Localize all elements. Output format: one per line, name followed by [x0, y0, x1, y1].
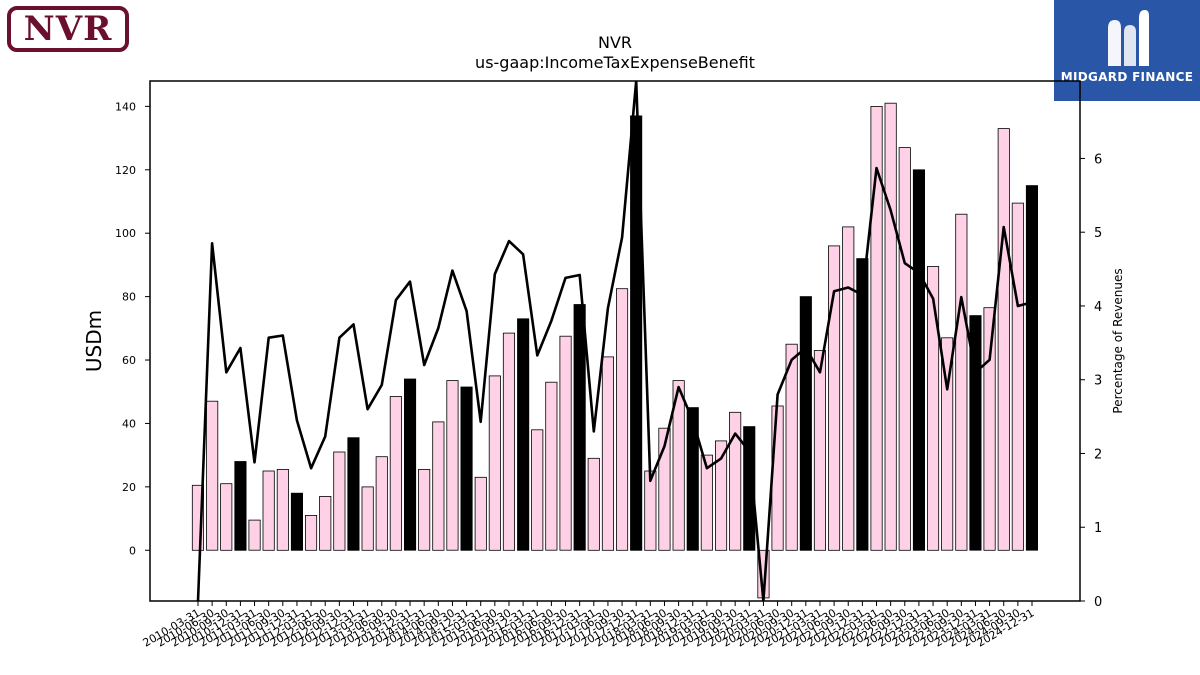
- bar: [700, 454, 713, 551]
- bar: [672, 380, 685, 551]
- bar: [517, 318, 530, 551]
- bar: [898, 147, 911, 551]
- nvr-logo: NVR: [7, 6, 129, 52]
- bar: [488, 375, 501, 551]
- y2-tick-label: 5: [1094, 226, 1102, 241]
- y-tick-label: 80: [122, 291, 136, 304]
- bar: [234, 461, 247, 551]
- bar: [206, 400, 219, 551]
- nvr-logo-text: NVR: [23, 9, 113, 49]
- bar: [1025, 185, 1039, 551]
- bar: [262, 470, 275, 551]
- bar: [1011, 202, 1024, 551]
- bar: [347, 437, 360, 551]
- bar: [432, 421, 445, 551]
- y-tick-label: 20: [122, 481, 136, 494]
- y-tick-label: 0: [129, 544, 136, 557]
- bar: [969, 315, 982, 551]
- bar: [545, 381, 558, 551]
- y2-tick-label: 6: [1094, 152, 1102, 167]
- bar: [842, 226, 855, 551]
- y2-tick-label: 4: [1094, 300, 1102, 315]
- y2-tick-label: 3: [1094, 374, 1102, 389]
- percentage-line-path: [196, 81, 1033, 601]
- bar: [502, 332, 515, 551]
- bar: [715, 440, 728, 551]
- bar: [276, 468, 289, 551]
- bar: [191, 484, 205, 551]
- bar: [361, 486, 374, 551]
- chart-title: NVR: [598, 33, 632, 52]
- bar: [474, 476, 487, 551]
- y2-tick-label: 2: [1094, 447, 1102, 462]
- bar: [912, 169, 925, 551]
- bar: [587, 457, 600, 551]
- y-axis-label: USDm: [82, 310, 106, 372]
- y2-axis-label: Percentage of Revenues: [1111, 268, 1125, 413]
- bar: [573, 304, 586, 551]
- bar: [375, 456, 388, 551]
- bar: [729, 411, 742, 551]
- y-tick-label: 40: [122, 417, 136, 430]
- bar: [927, 266, 940, 551]
- bar: [743, 426, 756, 551]
- plot-frame: [149, 80, 1081, 602]
- bar: [658, 427, 671, 551]
- bar: [601, 356, 614, 551]
- bar: [616, 288, 629, 551]
- bar: [870, 106, 883, 551]
- y-tick-label: 140: [115, 100, 136, 113]
- bar: [248, 519, 261, 551]
- axes: 02040608010012014001234562010-03-312010-…: [115, 80, 1102, 650]
- bar: [771, 405, 784, 551]
- y-tick-label: 60: [122, 354, 136, 367]
- bar: [856, 258, 869, 551]
- bar: [446, 380, 459, 551]
- bar: [644, 470, 657, 551]
- bar: [220, 483, 233, 551]
- bar: [955, 213, 968, 551]
- bar: [686, 407, 699, 551]
- bar: [304, 515, 318, 551]
- bar: [997, 128, 1010, 551]
- bar: [290, 492, 303, 551]
- bar: [531, 429, 544, 551]
- bar: [799, 296, 812, 551]
- bar: [785, 343, 798, 551]
- bar: [418, 468, 431, 551]
- y2-tick-label: 1: [1094, 521, 1102, 536]
- y2-tick-label: 0: [1094, 595, 1102, 610]
- y-tick-label: 120: [115, 164, 136, 177]
- bar: [403, 378, 417, 551]
- percentage-line: [196, 81, 1033, 601]
- bar: [941, 337, 954, 551]
- bar: [813, 350, 826, 551]
- bar: [460, 386, 473, 551]
- bar: [983, 307, 996, 551]
- bar: [333, 451, 346, 551]
- bar: [884, 102, 897, 551]
- y-tick-label: 100: [115, 227, 136, 240]
- bar: [559, 335, 572, 551]
- midgard-logo-text: MIDGARD FINANCE: [1060, 70, 1194, 84]
- chart-subtitle: us-gaap:IncomeTaxExpenseBenefit: [475, 53, 755, 72]
- bar: [319, 495, 332, 551]
- midgard-logo-icon: [1108, 10, 1149, 66]
- midgard-finance-logo: MIDGARD FINANCE: [1054, 0, 1200, 101]
- bar: [389, 396, 402, 551]
- bars: [191, 102, 1039, 599]
- bar: [828, 245, 841, 551]
